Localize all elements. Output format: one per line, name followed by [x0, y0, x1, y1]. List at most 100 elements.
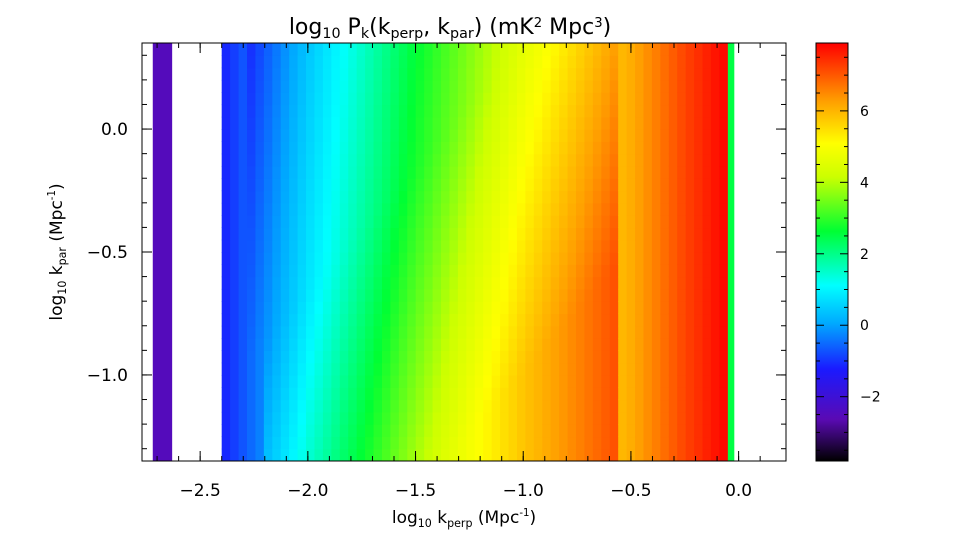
- heatmap-cell: [576, 104, 586, 118]
- heatmap-cell: [651, 129, 661, 142]
- heatmap-cell: [710, 79, 721, 93]
- heatmap-cell: [660, 129, 670, 142]
- heatmap-cell: [500, 129, 510, 142]
- heatmap-cell: [272, 252, 282, 265]
- heatmap-cell: [415, 239, 425, 253]
- heatmap-cell: [407, 116, 417, 130]
- heatmap-cell: [567, 43, 577, 56]
- heatmap-cell: [365, 79, 375, 93]
- heatmap-cell: [567, 301, 577, 315]
- heatmap-cell: [483, 313, 493, 327]
- heatmap-cell: [306, 215, 316, 229]
- heatmap-cell: [685, 374, 695, 388]
- heatmap-cell: [432, 104, 442, 118]
- heatmap-cell: [356, 411, 366, 425]
- heatmap-cell: [322, 374, 332, 388]
- heatmap-cell: [322, 67, 332, 81]
- heatmap-cell: [525, 67, 535, 81]
- heatmap-cell: [694, 190, 704, 204]
- heatmap-cell: [441, 67, 451, 81]
- heatmap-cell: [263, 104, 273, 118]
- heatmap-cell: [567, 399, 577, 413]
- heatmap-cell: [710, 129, 721, 142]
- heatmap-cell: [289, 276, 299, 290]
- heatmap-cell: [255, 350, 265, 364]
- colorbar-tick-label: 2: [860, 247, 869, 263]
- heatmap-cell: [710, 288, 721, 302]
- heatmap-cell: [449, 424, 459, 438]
- heatmap-cell: [643, 141, 653, 155]
- heatmap-cell: [306, 350, 316, 364]
- heatmap-cell: [356, 55, 366, 69]
- heatmap-cell: [407, 202, 417, 216]
- heatmap-cell: [567, 202, 577, 216]
- heatmap-cell: [348, 202, 358, 216]
- heatmap-cell: [719, 252, 729, 265]
- heatmap-cell: [584, 350, 594, 364]
- heatmap-cell: [373, 239, 383, 253]
- heatmap-cell: [348, 178, 358, 192]
- heatmap-cell: [643, 288, 653, 302]
- heatmap-cell: [618, 350, 628, 364]
- heatmap-cell: [719, 448, 729, 461]
- heatmap-cell: [272, 387, 282, 401]
- heatmap-cell: [702, 116, 712, 130]
- heatmap-cell: [685, 424, 695, 438]
- heatmap-cell: [508, 165, 518, 179]
- heatmap-cell: [373, 399, 383, 413]
- heatmap-cell: [263, 165, 273, 179]
- heatmap-cell: [407, 129, 417, 142]
- heatmap-cell: [390, 165, 400, 179]
- heatmap-cell: [702, 202, 712, 216]
- heatmap-cell: [449, 116, 459, 130]
- heatmap-cell: [432, 239, 442, 253]
- heatmap-cell: [373, 424, 383, 438]
- heatmap-cell: [651, 436, 661, 450]
- heatmap-cell: [466, 411, 476, 425]
- heatmap-cell: [474, 129, 484, 142]
- heatmap-cell: [348, 165, 358, 179]
- heatmap-cell: [297, 116, 307, 130]
- heatmap-cell: [348, 288, 358, 302]
- heatmap-cell: [255, 313, 265, 327]
- heatmap-cell: [449, 399, 459, 413]
- heatmap-cell: [719, 362, 729, 376]
- heatmap-cell: [668, 202, 678, 216]
- heatmap-cell: [542, 411, 552, 425]
- heatmap-cell: [297, 374, 307, 388]
- heatmap-cell: [441, 374, 451, 388]
- heatmap-cell: [348, 92, 358, 106]
- heatmap-cell: [601, 79, 611, 93]
- heatmap-cell: [238, 424, 248, 438]
- heatmap-cell: [230, 165, 240, 179]
- heatmap-cell: [516, 79, 526, 93]
- heatmap-cell: [500, 165, 510, 179]
- heatmap-cell: [381, 424, 392, 438]
- heatmap-cell: [466, 227, 476, 241]
- heatmap-cell: [348, 264, 358, 278]
- heatmap-cell: [651, 215, 661, 229]
- heatmap-cell: [381, 313, 392, 327]
- heatmap-cell: [390, 92, 400, 106]
- heatmap-cell: [398, 92, 408, 106]
- heatmap-cell: [559, 79, 569, 93]
- heatmap-cell: [491, 79, 501, 93]
- heatmap-cell: [255, 448, 265, 461]
- heatmap-cell: [533, 288, 543, 302]
- heatmap-cell: [339, 104, 349, 118]
- heatmap-cell: [441, 301, 451, 315]
- heatmap-cell: [483, 338, 493, 351]
- heatmap-cell: [635, 313, 645, 327]
- heatmap-cell: [516, 301, 526, 315]
- heatmap-cell: [348, 43, 358, 56]
- heatmap-cell: [474, 215, 484, 229]
- heatmap-cell: [542, 153, 552, 167]
- heatmap-cell: [710, 153, 721, 167]
- heatmap-cell: [373, 362, 383, 376]
- heatmap-cell: [626, 79, 636, 93]
- heatmap-cell: [635, 67, 645, 81]
- heatmap-cell: [694, 129, 704, 142]
- heatmap-cell: [424, 239, 434, 253]
- heatmap-cell: [221, 338, 231, 351]
- heatmap-cell: [322, 239, 332, 253]
